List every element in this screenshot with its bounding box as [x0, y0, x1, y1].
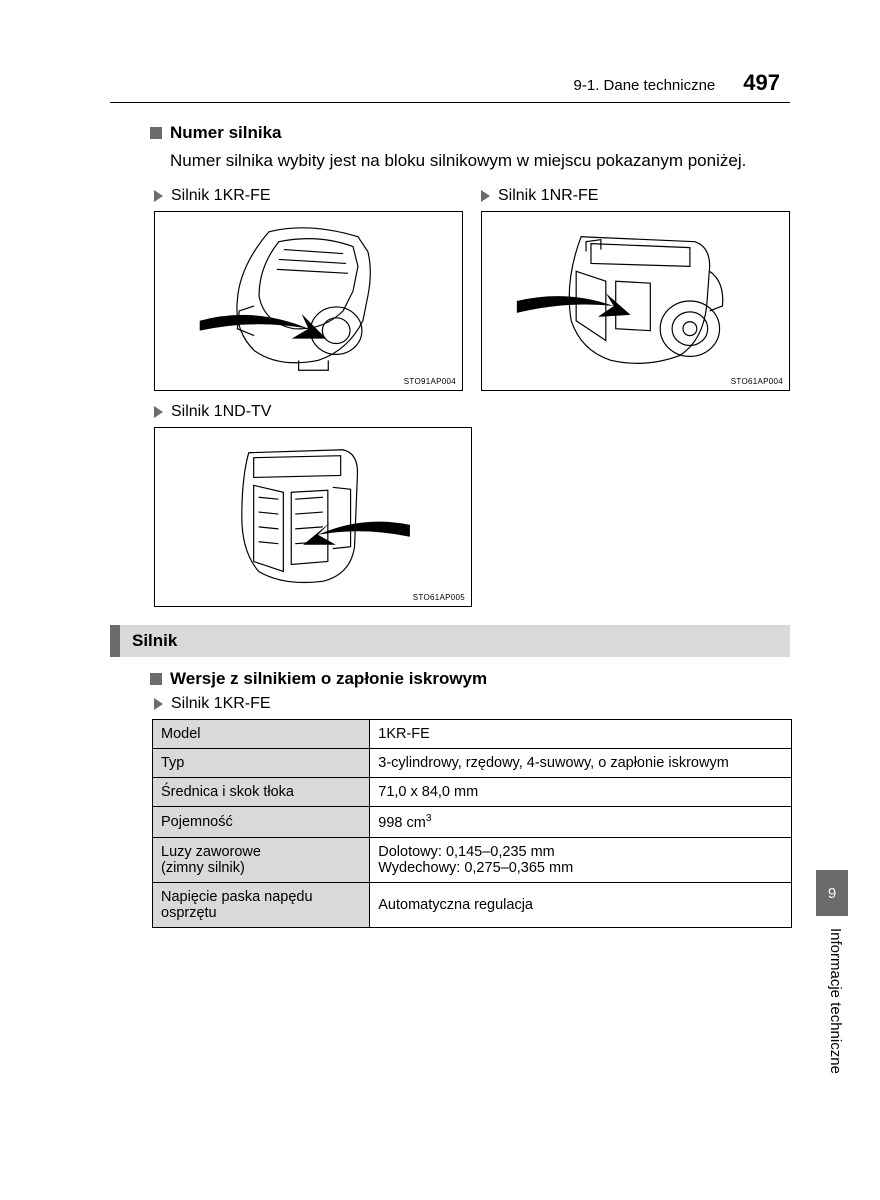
- page-header: 9-1. Dane techniczne 497: [110, 70, 790, 96]
- diagram-code: STO91AP004: [404, 377, 456, 386]
- chapter-tab: 9: [816, 870, 848, 916]
- side-chapter-label: Informacje techniczne: [827, 928, 844, 1074]
- triangle-icon: [154, 698, 163, 710]
- key-line: Napięcie paska napędu: [161, 889, 313, 905]
- key-line: Luzy zaworowe: [161, 844, 261, 860]
- page-number: 497: [743, 70, 780, 96]
- superscript: 3: [426, 813, 432, 824]
- triangle-icon: [154, 190, 163, 202]
- section-label: 9-1. Dane techniczne: [574, 77, 716, 94]
- diagram-code: STO61AP004: [731, 377, 783, 386]
- spec-key: Napięcie paska napędu osprzętu: [153, 882, 370, 927]
- engine-label-1nr: Silnik 1NR-FE: [481, 187, 790, 205]
- spec-key: Średnica i skok tłoka: [153, 777, 370, 806]
- intro-paragraph: Numer silnika wybity jest na bloku silni…: [170, 149, 790, 173]
- subheading-wersje: Wersje z silnikiem o zapłonie iskrowym: [150, 669, 790, 689]
- spec-value: Automatyczna regulacja: [370, 882, 792, 927]
- spec-key: Model: [153, 719, 370, 748]
- value-line: Dolotowy: 0,145–0,235 mm: [378, 844, 555, 860]
- section-heading-silnik: Silnik: [110, 625, 790, 657]
- chapter-number: 9: [828, 885, 836, 902]
- engine-name: Silnik 1ND-TV: [171, 403, 271, 421]
- spec-key: Typ: [153, 748, 370, 777]
- subheading-text: Wersje z silnikiem o zapłonie iskrowym: [170, 669, 487, 689]
- diagram-code: STO61AP005: [413, 593, 465, 602]
- engine-diagram-1kr: STO91AP004: [154, 211, 463, 391]
- engine-diagram-1nr: STO61AP004: [481, 211, 790, 391]
- spec-value: Dolotowy: 0,145–0,235 mm Wydechowy: 0,27…: [370, 837, 792, 882]
- value-text: 998 cm: [378, 815, 426, 831]
- spec-table: Model 1KR-FE Typ 3-cylindrowy, rzędowy, …: [152, 719, 792, 928]
- table-engine-name: Silnik 1KR-FE: [171, 695, 271, 713]
- spec-key: Luzy zaworowe (zimny silnik): [153, 837, 370, 882]
- table-row: Pojemność 998 cm3: [153, 806, 792, 837]
- header-rule: [110, 102, 790, 103]
- table-row: Typ 3-cylindrowy, rzędowy, 4-suwowy, o z…: [153, 748, 792, 777]
- spec-value: 998 cm3: [370, 806, 792, 837]
- table-row: Średnica i skok tłoka 71,0 x 84,0 mm: [153, 777, 792, 806]
- spec-value: 71,0 x 84,0 mm: [370, 777, 792, 806]
- engine-label-1nd: Silnik 1ND-TV: [154, 403, 472, 421]
- spec-value: 1KR-FE: [370, 719, 792, 748]
- table-row: Luzy zaworowe (zimny silnik) Dolotowy: 0…: [153, 837, 792, 882]
- spec-key: Pojemność: [153, 806, 370, 837]
- triangle-icon: [154, 406, 163, 418]
- table-row: Model 1KR-FE: [153, 719, 792, 748]
- table-row: Napięcie paska napędu osprzętu Automatyc…: [153, 882, 792, 927]
- table-label: Silnik 1KR-FE: [154, 695, 790, 713]
- spec-value: 3-cylindrowy, rzędowy, 4-suwowy, o zapło…: [370, 748, 792, 777]
- subheading-numer-silnika: Numer silnika: [150, 123, 790, 143]
- engine-label-1kr: Silnik 1KR-FE: [154, 187, 463, 205]
- engine-name: Silnik 1KR-FE: [171, 187, 271, 205]
- value-line: Wydechowy: 0,275–0,365 mm: [378, 860, 573, 876]
- key-line: (zimny silnik): [161, 860, 245, 876]
- subheading-text: Numer silnika: [170, 123, 282, 143]
- engine-diagram-1nd: STO61AP005: [154, 427, 472, 607]
- key-line: osprzętu: [161, 905, 217, 921]
- engine-name: Silnik 1NR-FE: [498, 187, 598, 205]
- triangle-icon: [481, 190, 490, 202]
